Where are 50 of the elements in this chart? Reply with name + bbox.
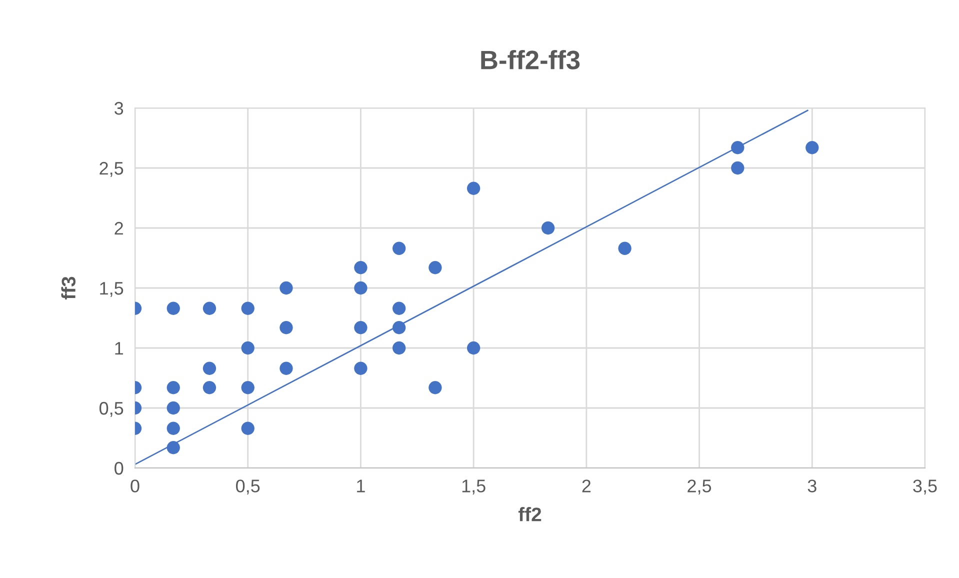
point — [806, 141, 819, 154]
point — [354, 362, 368, 375]
x-axis-title: ff2 — [518, 507, 542, 522]
point — [166, 302, 180, 315]
x-tick-label: 1 — [357, 480, 365, 492]
point — [354, 321, 368, 334]
chart-title: B-ff2-ff3 — [481, 50, 580, 70]
point — [731, 141, 744, 154]
point — [541, 221, 555, 235]
y-tick-label: 1,5 — [100, 282, 124, 297]
y-tick-label: 2 — [114, 222, 123, 235]
point — [392, 302, 406, 315]
point — [202, 362, 216, 375]
point — [618, 242, 632, 255]
point — [241, 381, 254, 394]
y-tick-label: 1 — [115, 342, 124, 355]
x-tick-label: 3 — [808, 480, 816, 492]
point — [202, 381, 216, 394]
point — [731, 161, 744, 175]
point — [280, 321, 293, 334]
point — [166, 441, 180, 454]
point — [280, 281, 293, 295]
y-tick-label: 0,5 — [99, 402, 124, 417]
x-tick-label: 2,5 — [688, 480, 712, 495]
point — [428, 261, 442, 274]
y-axis-title: ff3 — [61, 276, 76, 300]
point — [354, 261, 368, 274]
x-tick-label: 3,5 — [913, 480, 937, 495]
x-tick-label: 0 — [130, 480, 140, 492]
point — [428, 381, 442, 394]
x-tick-label: 0,5 — [236, 480, 260, 495]
point — [466, 341, 480, 355]
point — [241, 302, 254, 315]
x-tick-label: 2 — [582, 480, 591, 492]
point — [392, 341, 406, 355]
y-tick-label: 3 — [114, 102, 124, 115]
point — [166, 401, 180, 415]
point — [280, 362, 293, 375]
point — [241, 341, 254, 355]
point — [392, 242, 406, 255]
x-tick-label: 1,5 — [462, 480, 486, 495]
point — [166, 381, 180, 394]
y-tick-label: 2,5 — [100, 162, 124, 177]
point — [466, 182, 480, 195]
point — [354, 281, 368, 295]
y-tick-label: 0 — [114, 462, 124, 475]
point — [202, 302, 216, 315]
point — [241, 422, 254, 435]
point — [392, 321, 406, 334]
point — [166, 422, 180, 435]
